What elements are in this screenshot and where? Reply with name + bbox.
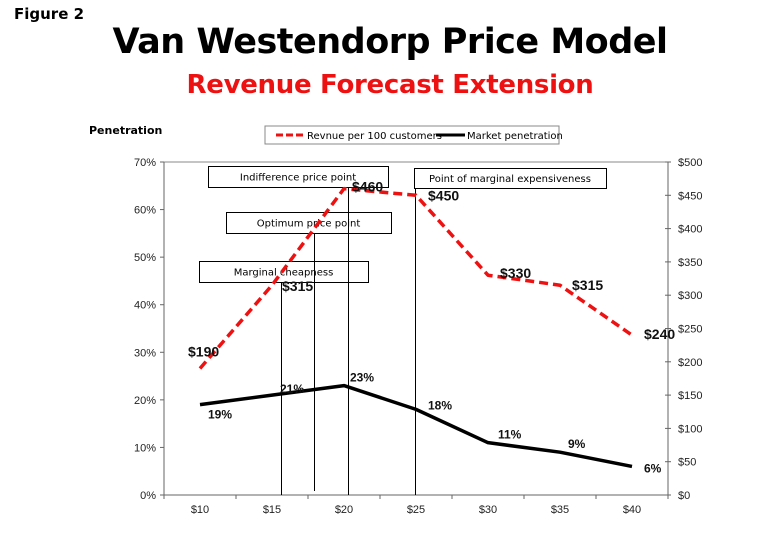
penetration-data-label: 9%: [568, 437, 586, 451]
annotation-label: Optimum price point: [257, 219, 361, 230]
penetration-data-label: 19%: [208, 408, 232, 422]
legend: Revnue per 100 customers Market penetrat…: [264, 125, 563, 145]
annotation-label: Point of marginal expensiveness: [429, 174, 591, 185]
right-axis-tick-label: $400: [678, 224, 702, 236]
x-axis-tick-label: $35: [551, 504, 569, 516]
revenue-data-label: $240: [644, 326, 675, 342]
right-axis-tick-label: $250: [678, 324, 702, 336]
right-axis-tick-label: $500: [678, 157, 702, 169]
revenue-data-label: $315: [572, 277, 603, 293]
right-axis-tick-label: $300: [678, 290, 702, 302]
revenue-data-label: $315: [282, 278, 313, 294]
revenue-data-label: $330: [500, 265, 531, 281]
x-axis-tick-label: $40: [623, 504, 641, 516]
right-axis-tick-label: $100: [678, 423, 702, 435]
left-axis-tick-label: 0%: [140, 490, 156, 502]
x-axis-tick-label: $25: [407, 504, 425, 516]
left-axis-title: Penetration: [89, 124, 162, 137]
left-axis-tick-label: 10%: [134, 442, 156, 454]
annotation-box: [414, 168, 607, 189]
right-axis-tick-label: $450: [678, 190, 702, 202]
left-axis-tick-label: 70%: [134, 157, 156, 169]
x-axis-tick-label: $10: [191, 504, 209, 516]
right-axis-tick-label: $50: [678, 457, 696, 469]
chart-subtitle: Revenue Forecast Extension: [186, 70, 594, 100]
left-axis-tick-label: 30%: [134, 347, 156, 359]
figure-label: Figure 2: [14, 5, 85, 23]
penetration-data-label: 18%: [428, 398, 452, 412]
right-axis-tick-label: $150: [678, 390, 702, 402]
revenue-data-label: $460: [352, 179, 383, 195]
legend-label-revenue: Revnue per 100 customers: [307, 131, 442, 142]
left-axis-tick-label: 40%: [134, 300, 156, 312]
left-axis-tick-label: 50%: [134, 252, 156, 264]
right-axis-tick-label: $350: [678, 257, 702, 269]
penetration-data-label: 11%: [498, 428, 522, 442]
right-axis-tick-label: $200: [678, 357, 702, 369]
right-axis-tick-label: $0: [678, 490, 690, 502]
annotation-box: [208, 166, 389, 188]
annotation-label: Marginal cheapness: [234, 268, 334, 279]
legend-box: [264, 125, 560, 145]
x-axis-tick-label: $30: [479, 504, 497, 516]
legend-label-penetration: Market penetration: [467, 131, 563, 142]
penetration-data-label: 6%: [644, 461, 662, 475]
x-axis-tick-label: $20: [335, 504, 353, 516]
revenue-data-label: $450: [428, 187, 459, 203]
revenue-data-label: $190: [188, 343, 219, 359]
annotation-label: Indifference price point: [240, 173, 356, 184]
chart-title: Van Westendorp Price Model: [112, 22, 668, 62]
penetration-data-label: 21%: [280, 382, 304, 396]
left-axis-tick-label: 60%: [134, 205, 156, 217]
penetration-data-label: 23%: [350, 371, 374, 385]
x-axis-tick-label: $15: [263, 504, 281, 516]
left-axis-tick-label: 20%: [134, 395, 156, 407]
